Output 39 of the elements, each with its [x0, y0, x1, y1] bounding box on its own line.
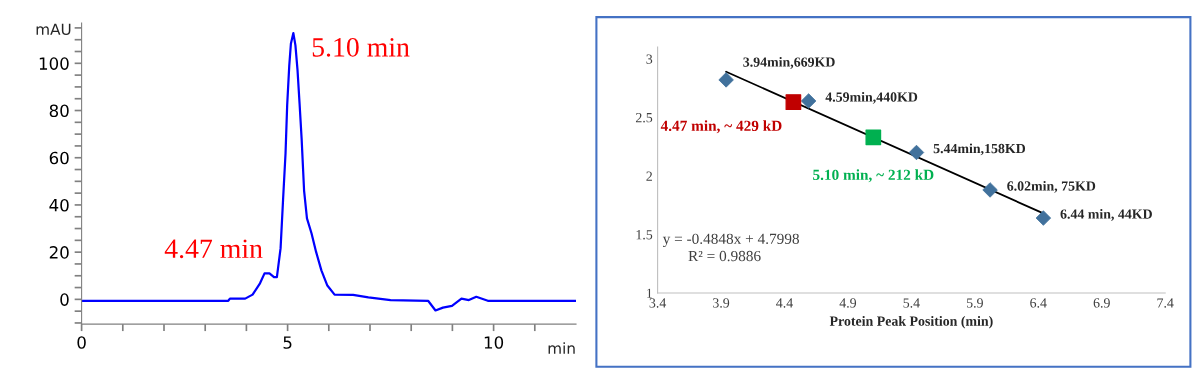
annotation: R² = 0.9886	[688, 250, 761, 262]
y-tick-label: 60	[49, 151, 69, 165]
x-tick-label: 6.4	[1030, 298, 1047, 308]
data-label: 6.44 min, 44KD	[1060, 208, 1152, 221]
line-series	[81, 31, 576, 312]
x-tick-label: 4.9	[839, 298, 857, 308]
series-label: 4.47 min, ~ 429 kD	[660, 120, 782, 134]
x-tick-label: 6.9	[1093, 298, 1110, 308]
y-tick-label: 2.5	[635, 112, 653, 123]
annotation: 4.47 min	[164, 239, 263, 259]
annotation: 5.10 min	[312, 37, 410, 57]
x-tick-label: 5	[283, 336, 292, 349]
y-tick-label: 40	[49, 198, 69, 212]
y-tick-label: 100	[39, 57, 69, 70]
x-tick-label: 4.4	[776, 298, 793, 308]
y-axis-title: mAU	[36, 23, 71, 36]
y-tick-label: 3	[646, 54, 653, 64]
data-label: 5.44min,158KD	[933, 143, 1026, 156]
x-tick-label: 10	[484, 336, 504, 349]
x-axis-title: min	[548, 342, 575, 354]
data-label: 4.59min,440KD	[825, 91, 918, 104]
x-tick-label: 3.9	[713, 298, 730, 308]
y-tick-label: 1	[647, 288, 652, 298]
point	[865, 129, 882, 146]
y-tick-label: 1.5	[636, 230, 653, 240]
x-tick-label: 5.9	[966, 298, 983, 308]
data-label: 3.94min,669KD	[743, 56, 835, 69]
y-tick-label: 80	[49, 104, 69, 118]
y-tick-label: 2	[646, 171, 652, 181]
x-tick-label: 7.4	[1157, 298, 1174, 308]
text: 5.10 min, ~ 212 kD	[813, 169, 934, 183]
data-label: 6.02min, 75KD	[1007, 180, 1096, 193]
annotation: y = -0.4848x + 4.7998	[662, 233, 799, 248]
y-tick-label: 20	[49, 246, 69, 259]
x-axis-title: Protein Peak Position (min)	[829, 315, 993, 329]
point	[785, 94, 802, 111]
x-tick-label: 3.4	[649, 298, 667, 308]
x-tick-label: 0	[77, 336, 86, 349]
x-tick-label: 5.4	[903, 298, 920, 308]
